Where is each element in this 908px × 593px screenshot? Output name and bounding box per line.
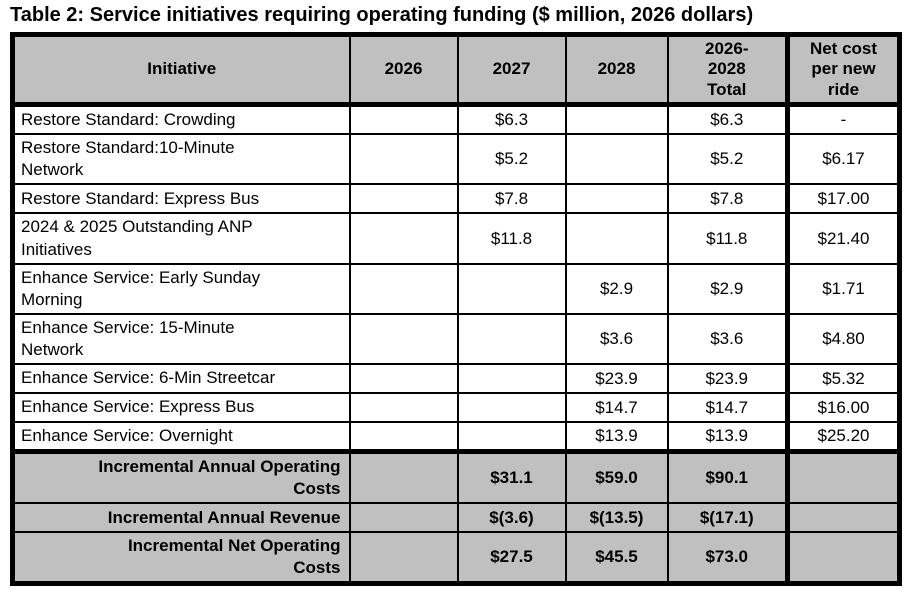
value-2028-cell: $14.7 [564, 392, 669, 424]
total-cell: $(17.1) [666, 502, 789, 534]
value-2026-cell [348, 421, 459, 453]
net-cost-cell: $21.40 [785, 212, 901, 265]
net-cost-cell: $1.71 [785, 262, 901, 315]
summary-label: Incremental Annual Operating Costs [11, 449, 351, 505]
total-cell: $5.2 [666, 133, 789, 186]
summary-row-net-operating-costs: Incremental Net Operating Costs $27.5 $4… [11, 531, 901, 585]
total-cell: $73.0 [666, 531, 789, 585]
value-2027-cell: $5.2 [456, 133, 567, 186]
table-row: Restore Standard: Express Bus $7.8 $7.8 … [11, 183, 901, 215]
service-initiatives-table: Initiative 2026 2027 2028 2026- 2028 Tot… [10, 32, 902, 587]
value-2028-cell: $(13.5) [564, 502, 669, 534]
initiative-cell: Enhance Service: 6-Min Streetcar [11, 363, 351, 395]
net-cost-cell [785, 449, 901, 505]
table-row: Enhance Service: Early Sunday Morning $2… [11, 262, 901, 315]
total-cell: $7.8 [666, 183, 789, 215]
value-2027-cell [456, 262, 567, 315]
value-2026-cell [348, 183, 459, 215]
value-2027-cell: $11.8 [456, 212, 567, 265]
value-2027-cell: $(3.6) [456, 502, 567, 534]
value-2028-cell: $45.5 [564, 531, 669, 585]
net-cost-cell: $25.20 [785, 421, 901, 453]
value-2026-cell [348, 212, 459, 265]
value-2026-cell [348, 103, 459, 136]
net-cost-cell: $16.00 [785, 392, 901, 424]
net-cost-cell: $4.80 [785, 312, 901, 366]
table-row: Enhance Service: Overnight $13.9 $13.9 $… [11, 421, 901, 453]
value-2026-cell [348, 502, 459, 534]
table-row: 2024 & 2025 Outstanding ANP Initiatives … [11, 212, 901, 265]
initiative-cell: Restore Standard:10-Minute Network [11, 133, 351, 186]
value-2028-cell: $59.0 [564, 449, 669, 505]
summary-label: Incremental Net Operating Costs [11, 531, 351, 585]
value-2028-cell: $3.6 [564, 312, 669, 366]
summary-label: Incremental Annual Revenue [11, 502, 351, 534]
column-header-initiative: Initiative [11, 33, 351, 108]
table-title: Table 2: Service initiatives requiring o… [10, 4, 754, 26]
total-cell: $14.7 [666, 392, 789, 424]
value-2028-cell [564, 212, 669, 265]
table-row: Enhance Service: Express Bus $14.7 $14.7… [11, 392, 901, 424]
initiative-cell: Enhance Service: Express Bus [11, 392, 351, 424]
column-header-net-cost: Net cost per new ride [785, 33, 901, 108]
value-2027-cell: $31.1 [456, 449, 567, 505]
value-2026-cell [348, 392, 459, 424]
summary-row-revenue: Incremental Annual Revenue $(3.6) $(13.5… [11, 502, 901, 534]
value-2028-cell: $23.9 [564, 363, 669, 395]
header-row: Initiative 2026 2027 2028 2026- 2028 Tot… [11, 33, 901, 108]
table-row: Restore Standard:10-Minute Network $5.2 … [11, 133, 901, 186]
total-cell: $11.8 [666, 212, 789, 265]
value-2026-cell [348, 449, 459, 505]
value-2026-cell [348, 363, 459, 395]
net-cost-cell: $5.32 [785, 363, 901, 395]
value-2028-cell [564, 183, 669, 215]
value-2027-cell: $27.5 [456, 531, 567, 585]
value-2027-cell [456, 312, 567, 366]
table-row: Restore Standard: Crowding $6.3 $6.3 - [11, 103, 901, 136]
value-2028-cell [564, 103, 669, 136]
table-row: Enhance Service: 15-Minute Network $3.6 … [11, 312, 901, 366]
value-2027-cell [456, 421, 567, 453]
value-2027-cell [456, 392, 567, 424]
initiative-cell: 2024 & 2025 Outstanding ANP Initiatives [11, 212, 351, 265]
column-header-2028: 2028 [564, 33, 669, 108]
net-cost-cell: $17.00 [785, 183, 901, 215]
column-header-total: 2026- 2028 Total [666, 33, 789, 108]
column-header-2026: 2026 [348, 33, 459, 108]
value-2026-cell [348, 312, 459, 366]
initiative-cell: Enhance Service: Early Sunday Morning [11, 262, 351, 315]
value-2027-cell [456, 363, 567, 395]
total-cell: $2.9 [666, 262, 789, 315]
initiative-cell: Restore Standard: Express Bus [11, 183, 351, 215]
total-cell: $3.6 [666, 312, 789, 366]
value-2028-cell: $2.9 [564, 262, 669, 315]
total-cell: $90.1 [666, 449, 789, 505]
table-row: Enhance Service: 6-Min Streetcar $23.9 $… [11, 363, 901, 395]
value-2028-cell [564, 133, 669, 186]
value-2026-cell [348, 133, 459, 186]
total-cell: $6.3 [666, 103, 789, 136]
total-cell: $23.9 [666, 363, 789, 395]
total-cell: $13.9 [666, 421, 789, 453]
net-cost-cell: - [785, 103, 901, 136]
net-cost-cell [785, 531, 901, 585]
value-2027-cell: $7.8 [456, 183, 567, 215]
initiative-cell: Restore Standard: Crowding [11, 103, 351, 136]
value-2027-cell: $6.3 [456, 103, 567, 136]
column-header-2027: 2027 [456, 33, 567, 108]
initiative-cell: Enhance Service: 15-Minute Network [11, 312, 351, 366]
net-cost-cell: $6.17 [785, 133, 901, 186]
value-2026-cell [348, 531, 459, 585]
value-2026-cell [348, 262, 459, 315]
net-cost-cell [785, 502, 901, 534]
summary-row-operating-costs: Incremental Annual Operating Costs $31.1… [11, 449, 901, 505]
initiative-cell: Enhance Service: Overnight [11, 421, 351, 453]
value-2028-cell: $13.9 [564, 421, 669, 453]
